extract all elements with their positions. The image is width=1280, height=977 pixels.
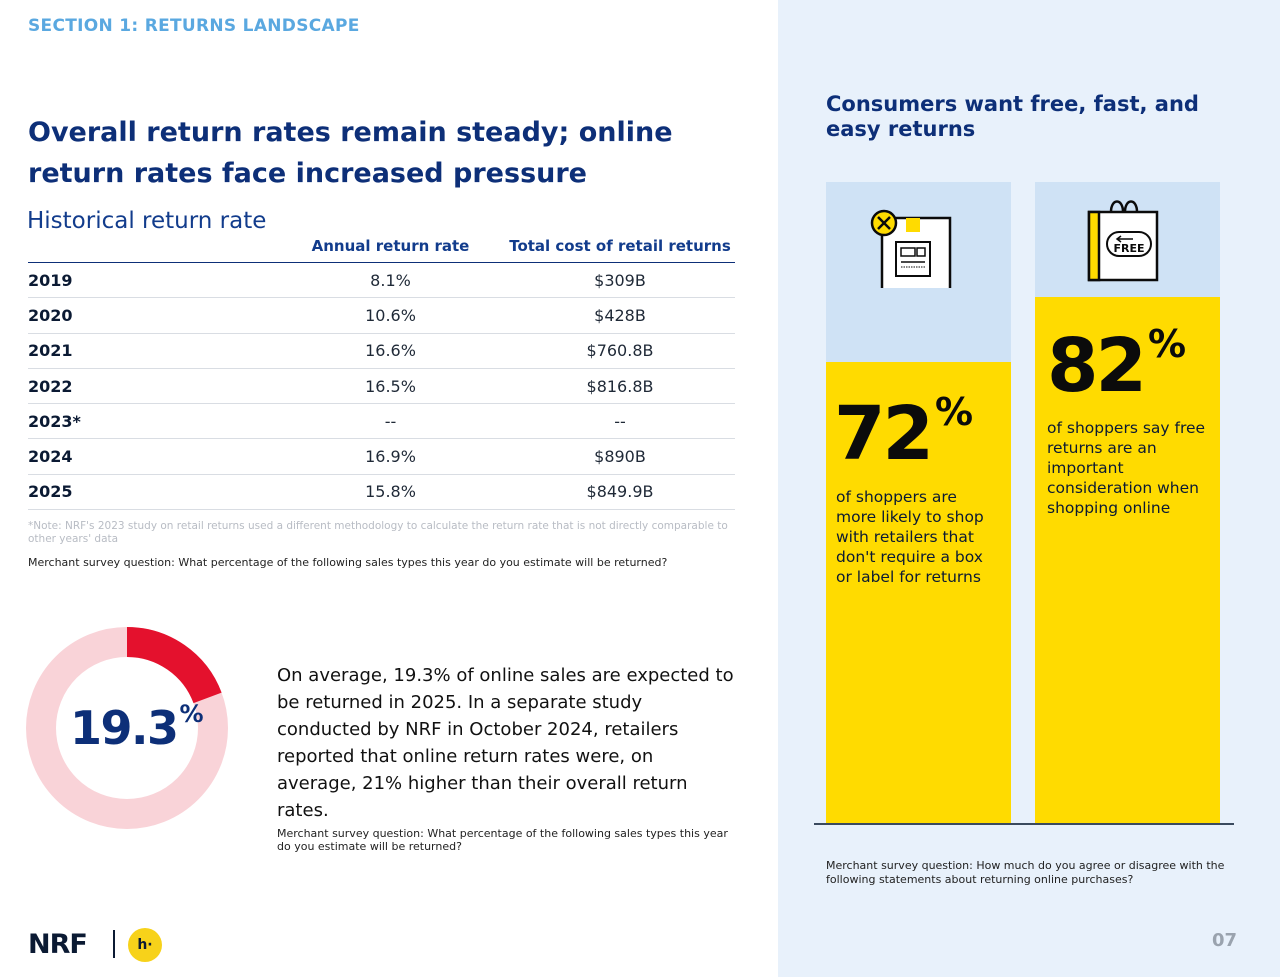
table-header: Annual return rate Total cost of retail …: [28, 230, 735, 263]
row-cost: $428B: [594, 305, 646, 325]
row-cost: $309B: [594, 270, 646, 290]
free-returns-bag-icon: FREE: [1087, 200, 1159, 282]
box-label-icon: [870, 209, 952, 288]
stat-description: of shoppers say free returns are an impo…: [1047, 419, 1206, 517]
table-row: 2022 16.5% $816.8B: [28, 369, 735, 405]
row-year: 2023*: [28, 411, 81, 431]
section-label: SECTION 1: RETURNS LANDSCAPE: [28, 16, 360, 36]
row-rate: 10.6%: [365, 305, 416, 325]
row-rate: --: [384, 411, 397, 431]
survey-question-donut: Merchant survey question: What percentag…: [277, 827, 728, 853]
row-year: 2025: [28, 482, 73, 502]
page-title: Overall return rates remain steady; onli…: [28, 117, 673, 189]
stat-fill: [826, 362, 1011, 825]
row-year: 2022: [28, 376, 73, 396]
table-row: 2024 16.9% $890B: [28, 439, 735, 475]
row-rate: 16.5%: [365, 376, 416, 396]
online-returns-paragraph: On average, 19.3% of online sales are ex…: [277, 665, 734, 821]
row-rate: 8.1%: [370, 270, 411, 290]
stat-number: 72: [834, 391, 934, 477]
table-header-cost: Total cost of retail returns: [509, 237, 731, 255]
methodology-note: *Note: NRF's 2023 study on retail return…: [28, 520, 728, 545]
row-rate: 16.6%: [365, 341, 416, 361]
stat-unit: %: [1147, 322, 1187, 366]
row-year: 2019: [28, 270, 73, 290]
survey-question-table: Merchant survey question: What percentag…: [28, 556, 668, 569]
row-rate: 16.9%: [365, 447, 416, 467]
row-year: 2024: [28, 447, 73, 467]
stat-bar-72: 72% of shoppers are more likely to shop …: [826, 182, 1011, 825]
table-row: 2021 16.6% $760.8B: [28, 334, 735, 369]
chart-baseline: [814, 823, 1234, 825]
survey-question-consumers: Merchant survey question: How much do yo…: [826, 859, 1225, 886]
table-header-rate: Annual return rate: [311, 237, 470, 255]
left-panel: SECTION 1: RETURNS LANDSCAPE Overall ret…: [26, 16, 735, 962]
right-panel: Consumers want free, fast, and easy retu…: [778, 0, 1280, 977]
row-year: 2021: [28, 341, 73, 361]
happy-returns-logo: h·: [128, 928, 162, 962]
logo-divider: [113, 930, 115, 958]
return-rate-table: Annual return rate Total cost of retail …: [28, 230, 735, 511]
stat-bar-82: FREE 82% of shoppers say free returns ar…: [1035, 182, 1220, 825]
table-row: 2025 15.8% $849.9B: [28, 475, 735, 511]
row-cost: $849.9B: [586, 482, 654, 502]
row-year: 2020: [28, 305, 73, 325]
right-panel-title: Consumers want free, fast, and easy retu…: [826, 92, 1199, 141]
online-return-donut: [26, 627, 228, 829]
nrf-logo: NRF: [28, 929, 88, 960]
row-cost: $890B: [594, 447, 646, 467]
stat-description: of shoppers are more likely to shop with…: [836, 488, 984, 586]
stat-unit: %: [934, 390, 974, 434]
row-cost: $760.8B: [586, 341, 654, 361]
row-rate: 15.8%: [365, 482, 416, 502]
page-number: 07: [1212, 930, 1238, 951]
row-cost: --: [614, 411, 626, 431]
donut-segment: [26, 627, 228, 829]
table-row: 2023* -- --: [28, 404, 735, 440]
donut-value: 19.3%: [70, 700, 204, 755]
row-cost: $816.8B: [586, 376, 654, 396]
stat-fill: [1035, 297, 1220, 825]
table-title: Historical return rate: [27, 208, 267, 234]
table-row: 2020 10.6% $428B: [28, 298, 735, 334]
donut-unit: %: [179, 700, 204, 728]
bag-free-label: FREE: [1113, 242, 1144, 255]
stat-value: 72%: [834, 390, 973, 477]
stat-number: 82: [1047, 323, 1147, 409]
donut-number: 19.3: [70, 701, 179, 755]
table-row: 2019 8.1% $309B: [28, 263, 735, 299]
stat-value: 82%: [1047, 322, 1186, 409]
